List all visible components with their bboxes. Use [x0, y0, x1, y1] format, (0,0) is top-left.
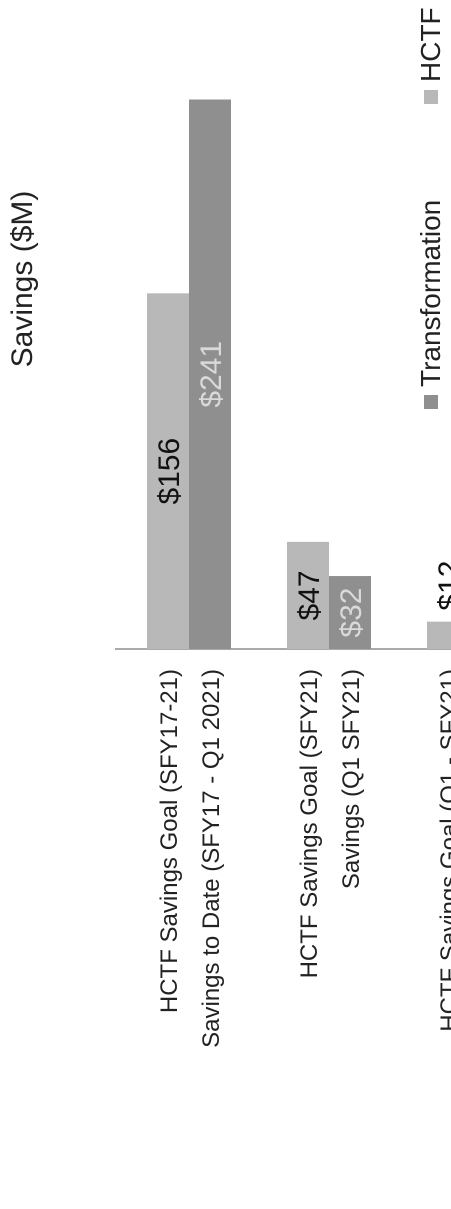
- category-label: Savings (Q1 SFY21): [338, 669, 365, 889]
- bar-0-1: [189, 99, 231, 649]
- legend-label: Transformation: [415, 200, 446, 387]
- bar-0-0: [147, 293, 189, 649]
- legend-swatch: [424, 395, 438, 409]
- legend-label: HCTF: [415, 7, 446, 82]
- category-label: HCTF Savings Goal (SFY21): [296, 669, 323, 978]
- data-label: $156: [153, 438, 186, 505]
- data-label: $47: [293, 570, 326, 620]
- chart-title: Savings ($M): [6, 191, 39, 368]
- bar-1-1: [329, 576, 371, 649]
- data-label: $12: [433, 561, 451, 611]
- category-label: HCTF Savings Goal (SFY17-21): [156, 669, 183, 1013]
- data-label: $32: [335, 587, 368, 637]
- category-label: HCTF Savings Goal (Q1 - SFY21): [436, 669, 451, 1032]
- data-label: $241: [195, 341, 228, 408]
- category-label: Savings to Date (SFY17 - Q1 2021): [198, 669, 225, 1048]
- legend-swatch: [424, 90, 438, 104]
- bar-1-0: [287, 541, 329, 649]
- bar-2-0: [427, 621, 451, 649]
- legend: Transformation HCTF: [415, 7, 446, 409]
